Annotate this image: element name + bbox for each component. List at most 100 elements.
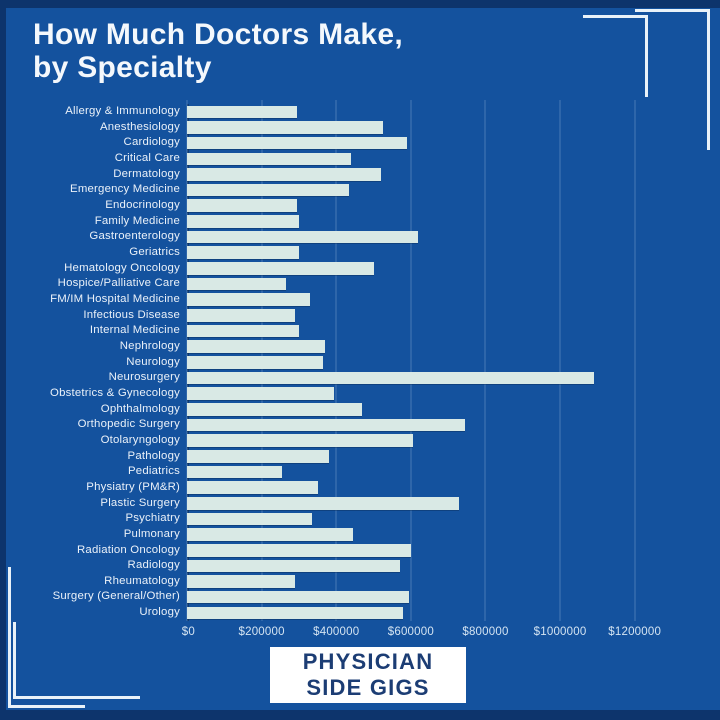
x-tick-label: $0 [181, 625, 195, 638]
bar-track [187, 105, 672, 119]
bar-track [187, 543, 672, 557]
bar [187, 340, 326, 353]
bar [187, 324, 299, 338]
bar-track [187, 356, 672, 369]
category-label: Critical Care [114, 152, 180, 165]
bar-row: Critical Care [22, 151, 672, 167]
bar-track [187, 230, 672, 244]
category-label: Pulmonary [123, 527, 180, 540]
category-label: Gastroenterology [89, 230, 180, 243]
gridline [484, 100, 486, 621]
plot-area: Allergy & Immunology Anesthesiology Cardio… [22, 100, 672, 621]
gridline [634, 100, 636, 621]
frame-edge-bottom [0, 710, 720, 720]
bar-row: Gastroenterology [22, 229, 672, 245]
bar-row: Radiology [22, 558, 672, 574]
bar [187, 434, 413, 447]
x-tick-label: $200000 [238, 625, 285, 638]
category-label: Cardiology [123, 136, 180, 149]
bar-track [187, 403, 672, 416]
bar-row: Family Medicine [22, 214, 672, 230]
category-label: Hematology Oncology [64, 261, 180, 274]
bar [187, 309, 296, 322]
category-label: Pediatrics [127, 465, 180, 478]
bar-row: Urology [22, 605, 672, 621]
bar-track [187, 293, 672, 306]
bar-row: Pediatrics [22, 464, 672, 480]
bar-row: Emergency Medicine [22, 182, 672, 198]
category-label: Neurosurgery [108, 371, 180, 384]
bar-row: Neurosurgery [22, 370, 672, 386]
bar [187, 481, 318, 494]
category-label: Ophthalmology [100, 402, 180, 415]
category-label: Endocrinology [105, 199, 180, 212]
bar-track [187, 152, 672, 166]
category-label: Nephrology [119, 339, 180, 352]
gridline [335, 100, 337, 621]
bar-row: Cardiology [22, 135, 672, 151]
bar [187, 262, 374, 275]
bar-track [187, 215, 672, 228]
frame-edge-left [0, 0, 6, 720]
category-label: Radiology [127, 559, 180, 572]
bar-row: FM/IM Hospital Medicine [22, 292, 672, 308]
x-axis: $0 $200000 $400000 $600000 $800000 $1000000 $1… [182, 625, 672, 644]
bar [187, 465, 283, 479]
bar-track [187, 183, 672, 197]
category-label: Orthopedic Surgery [77, 418, 180, 431]
bar-row: Endocrinology [22, 198, 672, 214]
bar-track [187, 246, 672, 260]
bar-row: Nephrology [22, 339, 672, 355]
bar-row: Pulmonary [22, 527, 672, 543]
bar-track [187, 434, 672, 447]
corner-bracket-icon [583, 15, 648, 18]
page-title: How Much Doctors Make, by Specialty [33, 18, 403, 84]
bar-track [187, 277, 672, 291]
bar [187, 449, 329, 463]
bar-row: Obstetrics & Gynecology [22, 386, 672, 402]
category-label: Radiation Oncology [76, 543, 180, 556]
category-label: Emergency Medicine [70, 183, 180, 196]
category-label: Otolaryngology [100, 433, 180, 446]
x-tick-label: $800000 [462, 625, 509, 638]
bar-row: Geriatrics [22, 245, 672, 261]
corner-bracket-icon [645, 15, 648, 97]
category-label: Internal Medicine [89, 324, 180, 337]
bar-track [187, 512, 672, 526]
bar-row: Internal Medicine [22, 323, 672, 339]
bar-row: Otolaryngology [22, 433, 672, 449]
bar-row: Psychiatry [22, 511, 672, 527]
bar-row: Hospice/Palliative Care [22, 276, 672, 292]
corner-bracket-icon [707, 9, 710, 150]
x-tick-label: $400000 [313, 625, 360, 638]
bar-row: Pathology [22, 448, 672, 464]
category-label: Infectious Disease [83, 308, 180, 321]
bar [187, 403, 363, 416]
bar [187, 575, 296, 588]
bar-track [187, 559, 672, 573]
category-label: Geriatrics [129, 246, 180, 259]
bar-track [187, 199, 672, 213]
category-label: Pathology [127, 449, 180, 462]
bar-row: Physiatry (PM&R) [22, 480, 672, 496]
gridline [559, 100, 561, 621]
bar [187, 246, 299, 260]
bar [187, 121, 383, 134]
category-label: Urology [139, 606, 180, 619]
x-tick-label: $600000 [387, 625, 434, 638]
bar [187, 590, 409, 604]
physician-side-gigs-badge: PHYSICIAN SIDE GIGS [270, 647, 466, 703]
bar [187, 496, 460, 510]
bar-track [187, 418, 672, 432]
bar [187, 215, 299, 228]
bar [187, 543, 411, 557]
bar-track [187, 121, 672, 134]
category-label: Surgery (General/Other) [52, 590, 180, 603]
bar-row: Allergy & Immunology [22, 104, 672, 120]
x-tick-label: $1200000 [608, 625, 662, 638]
bar-row: Anesthesiology [22, 120, 672, 136]
bar-row: Neurology [22, 355, 672, 371]
bar-row: Ophthalmology [22, 401, 672, 417]
category-label: FM/IM Hospital Medicine [50, 293, 180, 305]
